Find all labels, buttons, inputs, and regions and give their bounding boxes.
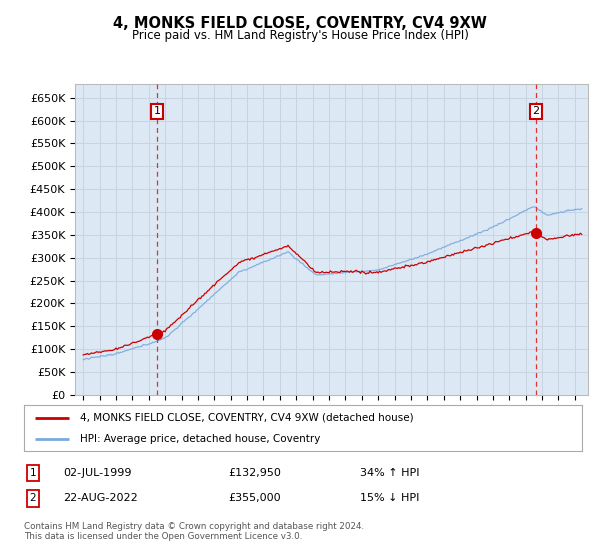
Text: 34% ↑ HPI: 34% ↑ HPI <box>360 468 419 478</box>
Text: Contains HM Land Registry data © Crown copyright and database right 2024.
This d: Contains HM Land Registry data © Crown c… <box>24 522 364 542</box>
Text: 1: 1 <box>154 106 160 116</box>
Text: HPI: Average price, detached house, Coventry: HPI: Average price, detached house, Cove… <box>80 435 320 444</box>
Text: £355,000: £355,000 <box>228 493 281 503</box>
Text: 15% ↓ HPI: 15% ↓ HPI <box>360 493 419 503</box>
Text: 2: 2 <box>532 106 539 116</box>
Text: 2: 2 <box>29 493 37 503</box>
Text: Price paid vs. HM Land Registry's House Price Index (HPI): Price paid vs. HM Land Registry's House … <box>131 29 469 42</box>
Text: 22-AUG-2022: 22-AUG-2022 <box>63 493 138 503</box>
Text: 02-JUL-1999: 02-JUL-1999 <box>63 468 131 478</box>
Text: 4, MONKS FIELD CLOSE, COVENTRY, CV4 9XW: 4, MONKS FIELD CLOSE, COVENTRY, CV4 9XW <box>113 16 487 31</box>
Text: 4, MONKS FIELD CLOSE, COVENTRY, CV4 9XW (detached house): 4, MONKS FIELD CLOSE, COVENTRY, CV4 9XW … <box>80 413 413 423</box>
Text: £132,950: £132,950 <box>228 468 281 478</box>
Text: 1: 1 <box>29 468 37 478</box>
